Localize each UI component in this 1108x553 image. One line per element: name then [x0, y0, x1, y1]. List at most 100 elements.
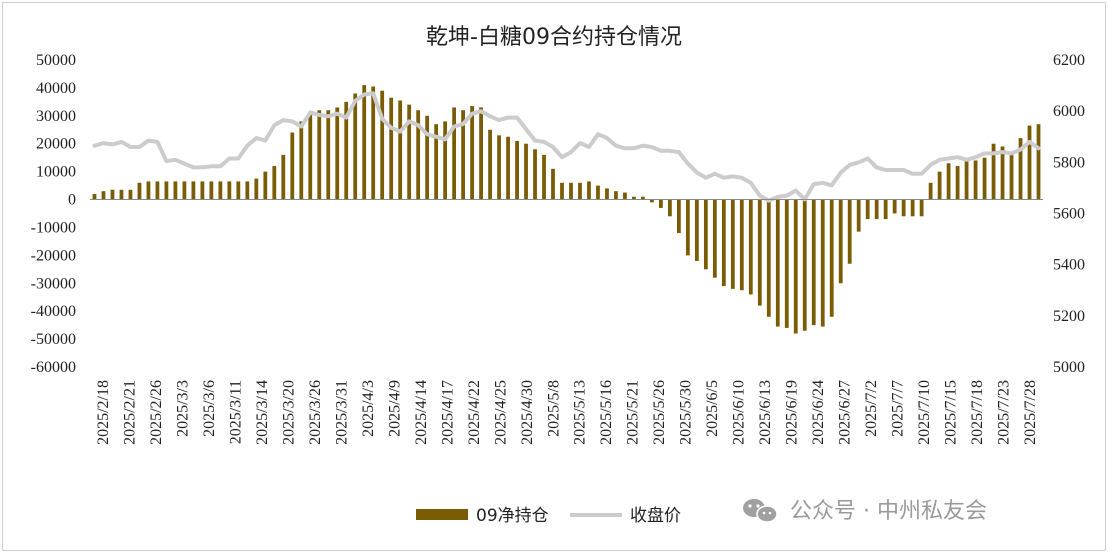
x-tick-label: 2025/4/3 [360, 380, 377, 437]
net-position-bar [793, 199, 798, 334]
left-tick-label: 0 [68, 192, 76, 209]
net-position-bar [623, 192, 627, 200]
x-axis: 2025/2/18 2025/2/21 2025/2/26 2025/3/3 2025/… [95, 380, 1039, 445]
x-tick-label: 2025/6/10 [731, 380, 748, 445]
net-position-bar [973, 160, 978, 200]
net-position-bar [371, 86, 376, 200]
net-position-bar [218, 181, 223, 200]
x-tick-label: 2025/5/30 [678, 380, 695, 445]
x-tick-label: 2025/6/5 [704, 380, 721, 437]
net-position-bar [596, 185, 600, 200]
x-tick-label: 2025/7/15 [942, 380, 959, 445]
x-tick-label: 2025/4/30 [519, 380, 536, 445]
net-position-bar [533, 149, 537, 200]
net-position-bar [101, 191, 106, 200]
net-position-bar [299, 121, 304, 200]
net-position-bar [92, 193, 97, 200]
x-tick-label: 2025/5/21 [625, 380, 642, 445]
net-position-bar [245, 181, 250, 200]
x-tick-label: 2025/4/14 [413, 380, 430, 445]
net-position-bar [407, 104, 412, 200]
net-position-bar [1027, 125, 1032, 200]
net-position-bar [155, 181, 160, 200]
x-tick-label: 2025/6/13 [757, 380, 774, 445]
wechat-icon [743, 499, 778, 523]
net-position-bar [362, 85, 367, 200]
net-position-bar [578, 182, 582, 200]
net-position-bar [488, 129, 492, 200]
x-tick-label: 2025/5/16 [598, 380, 615, 445]
x-tick-label: 2025/7/28 [1022, 380, 1039, 445]
close-price-line [92, 91, 1041, 203]
net-position-bar [982, 157, 987, 200]
x-tick-label: 2025/7/23 [995, 380, 1012, 445]
net-position-bar [632, 196, 636, 200]
net-position-bar [263, 171, 268, 200]
net-position-bar [335, 107, 340, 200]
net-position-bar [892, 199, 897, 214]
net-position-bar [1018, 138, 1023, 200]
net-position-bar [182, 181, 187, 200]
left-tick-label: 10000 [36, 164, 76, 181]
net-position-bar [721, 199, 726, 287]
left-tick-label: 40000 [36, 80, 76, 97]
right-tick-label: 5000 [1053, 359, 1085, 376]
x-tick-label: 2025/3/11 [228, 380, 245, 444]
x-tick-label: 2025/2/18 [95, 380, 112, 445]
watermark-text: 公众号 · 中州私友会 [790, 499, 987, 524]
net-position-bar [173, 181, 178, 200]
net-position-bar [353, 93, 358, 200]
x-tick-label: 2025/7/18 [969, 380, 986, 445]
net-position-bar [730, 199, 735, 289]
x-tick-label: 2025/4/9 [386, 380, 403, 437]
net-position-bar [524, 143, 528, 200]
net-position-bar [946, 163, 951, 200]
net-position-bar [605, 188, 609, 200]
net-position-bar [668, 199, 672, 217]
x-tick-label: 2025/2/21 [122, 380, 139, 445]
net-position-bar [389, 97, 394, 200]
net-position-bar [146, 181, 151, 200]
x-tick-label: 2025/3/6 [201, 380, 218, 437]
net-position-bar [587, 181, 591, 200]
net-position-bar [443, 121, 448, 200]
net-position-bar [883, 199, 888, 220]
net-position-bar [326, 110, 331, 200]
net-position-bar [820, 199, 825, 327]
net-position-bar [1009, 152, 1014, 200]
net-position-bar [775, 199, 780, 327]
net-position-bar [937, 171, 942, 200]
x-tick-label: 2025/3/20 [281, 380, 298, 445]
x-tick-label: 2025/2/26 [148, 380, 165, 445]
net-position-bar [236, 181, 241, 200]
net-position-bar [560, 182, 564, 200]
net-position-bar [254, 178, 259, 200]
net-position-bar [901, 199, 906, 217]
net-position-bar [919, 199, 924, 217]
net-position-bar [479, 107, 483, 200]
net-position-bar [614, 191, 618, 200]
net-position-bar [551, 168, 555, 200]
watermark: 公众号 · 中州私友会 [743, 499, 987, 524]
x-tick-label: 2025/7/10 [916, 380, 933, 445]
net-position-bar [308, 113, 313, 200]
net-position-bar [398, 100, 403, 200]
x-tick-label: 2025/5/13 [572, 380, 589, 445]
legend-label-net-position: 09净持仓 [476, 506, 549, 526]
x-tick-label: 2025/3/14 [254, 380, 271, 445]
left-tick-label: -30000 [31, 275, 76, 292]
net-position-bar [227, 181, 232, 200]
bar-series [92, 85, 1041, 334]
net-position-bar [739, 199, 744, 291]
net-position-bar [200, 181, 205, 200]
net-position-bar [1036, 124, 1041, 200]
right-tick-label: 5200 [1053, 308, 1085, 325]
net-position-bar [281, 154, 286, 200]
net-position-bar [137, 182, 142, 200]
right-tick-label: 6200 [1053, 52, 1085, 69]
net-position-bar [955, 166, 960, 200]
x-tick-label: 2025/5/8 [545, 380, 562, 437]
net-position-bar [910, 199, 915, 217]
